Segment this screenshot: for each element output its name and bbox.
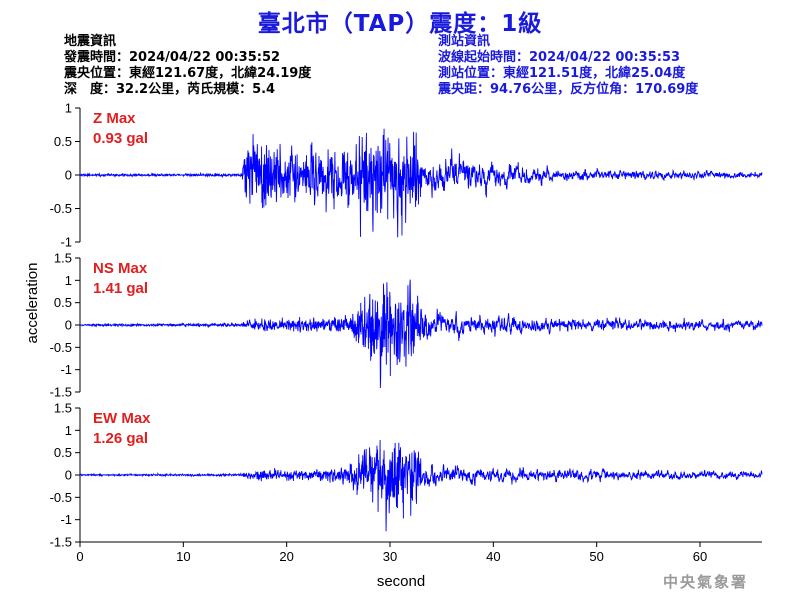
y-tick-label: -0.5 [50,340,72,355]
x-axis: 0 10 20 30 40 50 60 [76,541,762,564]
y-tick-label: 0.5 [54,295,72,310]
y-tick-label: -1 [60,512,72,527]
station-distance-azimuth: 震央距：94.76公里，反方位角：170.69度 [438,82,699,97]
station-info-heading: 測站資訊 [438,34,491,49]
y-tick-label: -1 [60,362,72,377]
x-tick-label: 10 [176,549,190,564]
x-axis-label: second [377,573,425,590]
x-tick-label: 50 [589,549,603,564]
chart-title: 臺北市（TAP）震度：1級 [257,11,543,37]
y-tick-label: -0.5 [50,490,72,505]
y-axis-label: acceleration [24,263,41,344]
y-tick-label: -0.5 [50,201,72,216]
max-label-value: 1.26 gal [93,430,148,447]
y-tick-label: -1.5 [50,385,72,400]
waveform-ns [79,279,763,388]
panels: 1 0.5 0 -0.5 -1 Z Max 0.93 gal 1.5 1 0.5 0 -0.5 -1 -1… [50,101,763,550]
y-tick-label: 0 [65,318,72,333]
x-tick-label: 20 [279,549,293,564]
max-label-value: 1.41 gal [93,280,148,297]
x-tick-label: 60 [693,549,707,564]
y-tick-label: 1 [65,101,72,116]
x-tick-label: 40 [486,549,500,564]
max-label-component: Z Max [93,110,136,127]
event-info: 地震資訊 發震時間：2024/04/22 00:35:52 震央位置：東經121… [64,34,311,98]
agency-watermark: 中央氣象署 [662,573,748,591]
y-tick-label: 1 [65,423,72,438]
y-tick-label: -1 [60,235,72,250]
waveform-ew [79,440,763,532]
y-tick-label: 0.5 [54,445,72,460]
y-tick-label: 1 [65,273,72,288]
y-tick-label: 0.5 [54,134,72,149]
panel-ew: 1.5 1 0.5 0 -0.5 -1 -1.5 EW Max 1.26 gal [50,401,763,550]
station-location: 測站位置：東經121.51度，北緯25.04度 [438,66,686,81]
x-tick-label: 30 [383,549,397,564]
waveform-z [79,128,763,238]
event-info-heading: 地震資訊 [64,34,117,49]
y-tick-label: 0 [65,468,72,483]
event-epicenter: 震央位置：東經121.67度，北緯24.19度 [64,66,312,81]
y-tick-label: 0 [65,168,72,183]
station-start-time: 波線起始時間：2024/04/22 00:35:53 [438,50,681,65]
max-label-component: EW Max [93,410,151,427]
y-tick-label: 1.5 [54,251,72,266]
station-info: 測站資訊 波線起始時間：2024/04/22 00:35:53 測站位置：東經1… [438,34,698,98]
event-depth-magnitude: 深 度：32.2公里，芮氏規模：5.4 [64,82,276,97]
event-origin-time: 發震時間：2024/04/22 00:35:52 [64,50,281,65]
y-tick-label: -1.5 [50,535,72,550]
x-tick-label: 0 [76,549,83,564]
panel-z: 1 0.5 0 -0.5 -1 Z Max 0.93 gal [50,101,763,250]
max-label-value: 0.93 gal [93,130,148,147]
max-label-component: NS Max [93,260,148,277]
panel-ns: 1.5 1 0.5 0 -0.5 -1 -1.5 NS Max 1.41 gal [50,251,763,400]
y-tick-label: 1.5 [54,401,72,416]
